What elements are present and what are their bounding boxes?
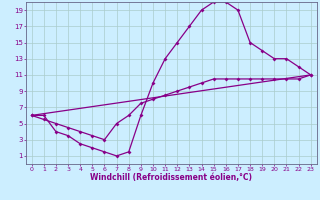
X-axis label: Windchill (Refroidissement éolien,°C): Windchill (Refroidissement éolien,°C) bbox=[90, 173, 252, 182]
